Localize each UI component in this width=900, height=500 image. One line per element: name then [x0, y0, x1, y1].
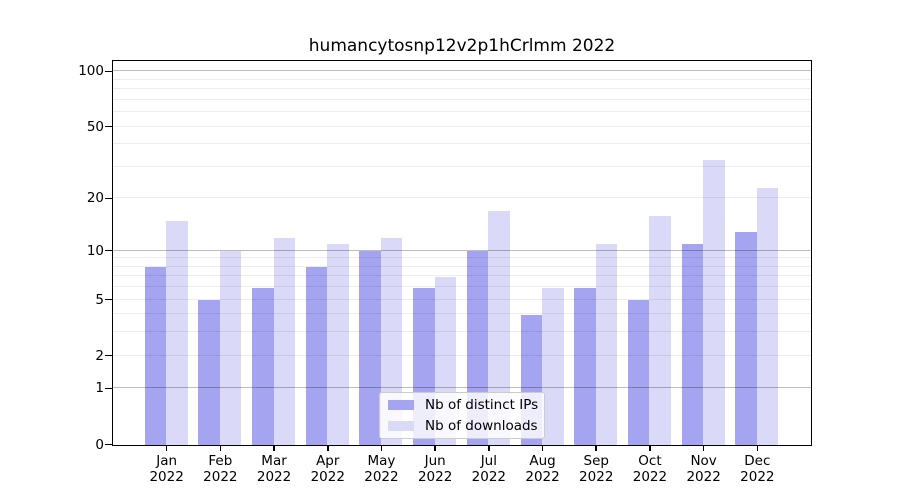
x-tick-4 — [380, 444, 383, 451]
bar-downloads-7 — [542, 287, 564, 445]
minor-gridline-30 — [113, 165, 811, 167]
bar-downloads-9 — [649, 215, 671, 445]
legend-swatch-distinct-ips-icon — [388, 400, 414, 410]
x-tick-label-7: Aug 2022 — [525, 452, 560, 485]
minor-gridline-80 — [113, 88, 811, 90]
minor-gridline-8 — [113, 265, 811, 267]
bar-distinct-ips-4 — [359, 251, 381, 445]
x-tick-label-5: Jun 2022 — [417, 452, 453, 485]
y-tick-label-5: 5 — [95, 291, 104, 308]
x-tick-label-6: Jul 2022 — [471, 452, 507, 485]
chart-title: humancytosnp12v2p1hCrlmm 2022 — [308, 36, 616, 56]
bar-downloads-0 — [166, 220, 188, 445]
major-gridline-10 — [113, 249, 811, 251]
y-tick-10 — [105, 249, 112, 252]
minor-gridline-50 — [113, 125, 811, 127]
bar-downloads-8 — [595, 244, 618, 445]
minor-gridline-5 — [113, 298, 811, 300]
bar-distinct-ips-8 — [574, 287, 596, 445]
x-tick-9 — [649, 444, 651, 451]
y-tick-1 — [105, 387, 112, 390]
bar-downloads-10 — [703, 159, 725, 445]
x-tick-label-0: Jan 2022 — [149, 452, 184, 485]
x-tick-label-4: May 2022 — [364, 452, 399, 485]
y-tick-label-100: 100 — [78, 63, 104, 80]
x-tick-7 — [541, 444, 544, 451]
x-tick-8 — [595, 444, 597, 451]
y-tick-0 — [105, 443, 112, 446]
bar-downloads-1 — [219, 251, 242, 445]
bar-distinct-ips-1 — [198, 300, 220, 445]
bar-downloads-2 — [273, 237, 296, 445]
y-tick-100 — [105, 70, 112, 73]
x-tick-11 — [756, 444, 759, 451]
x-tick-label-2: Mar 2022 — [256, 452, 292, 485]
bar-distinct-ips-9 — [627, 300, 650, 445]
y-tick-label-20: 20 — [86, 190, 104, 207]
bar-distinct-ips-0 — [144, 267, 167, 445]
legend-label-distinct-ips: Nb of distinct IPs — [425, 397, 539, 413]
minor-gridline-4 — [113, 313, 811, 315]
x-tick-10 — [702, 444, 705, 451]
minor-gridline-90 — [113, 78, 811, 80]
y-tick-label-50: 50 — [86, 118, 104, 135]
legend-item-downloads: Nb of downloads — [388, 417, 538, 435]
x-tick-label-10: Nov 2022 — [686, 452, 721, 485]
legend-item-distinct-ips: Nb of distinct IPs — [388, 396, 539, 414]
plot-area — [112, 60, 812, 446]
minor-gridline-20 — [113, 197, 811, 199]
minor-gridline-3 — [113, 331, 811, 333]
x-tick-6 — [488, 444, 490, 451]
y-tick-5 — [105, 298, 112, 301]
major-gridline-1 — [113, 387, 811, 389]
y-tick-20 — [105, 197, 112, 200]
x-tick-3 — [327, 444, 329, 451]
minor-gridline-70 — [113, 98, 811, 100]
x-tick-label-11: Dec 2022 — [740, 452, 775, 485]
bar-downloads-3 — [327, 244, 349, 445]
x-tick-2 — [273, 444, 275, 451]
y-tick-2 — [105, 354, 112, 357]
x-tick-0 — [165, 444, 168, 451]
minor-gridline-2 — [113, 354, 811, 356]
x-tick-label-9: Oct 2022 — [632, 452, 668, 485]
minor-gridline-40 — [113, 143, 811, 145]
bar-distinct-ips-2 — [252, 287, 274, 445]
legend-swatch-downloads-icon — [388, 421, 414, 431]
x-tick-5 — [434, 444, 436, 451]
major-gridline-100 — [113, 70, 811, 72]
x-tick-label-8: Sep 2022 — [579, 452, 614, 485]
minor-gridline-6 — [113, 286, 811, 288]
y-tick-label-0: 0 — [95, 436, 104, 453]
minor-gridline-60 — [113, 111, 811, 113]
bar-distinct-ips-10 — [681, 244, 704, 445]
y-tick-label-1: 1 — [95, 380, 104, 397]
bar-distinct-ips-11 — [735, 231, 757, 445]
y-tick-label-2: 2 — [95, 347, 104, 364]
x-tick-label-1: Feb 2022 — [203, 452, 238, 485]
x-tick-label-3: Apr 2022 — [310, 452, 345, 485]
legend-label-downloads: Nb of downloads — [425, 418, 538, 434]
bar-downloads-11 — [756, 188, 779, 445]
y-tick-label-10: 10 — [86, 242, 104, 259]
bar-downloads-6 — [488, 211, 510, 445]
bar-distinct-ips-3 — [305, 267, 328, 445]
minor-gridline-7 — [113, 275, 811, 277]
minor-gridline-9 — [113, 257, 811, 259]
y-tick-50 — [105, 125, 112, 128]
x-tick-1 — [219, 444, 222, 451]
legend: Nb of distinct IPs Nb of downloads — [379, 392, 545, 439]
